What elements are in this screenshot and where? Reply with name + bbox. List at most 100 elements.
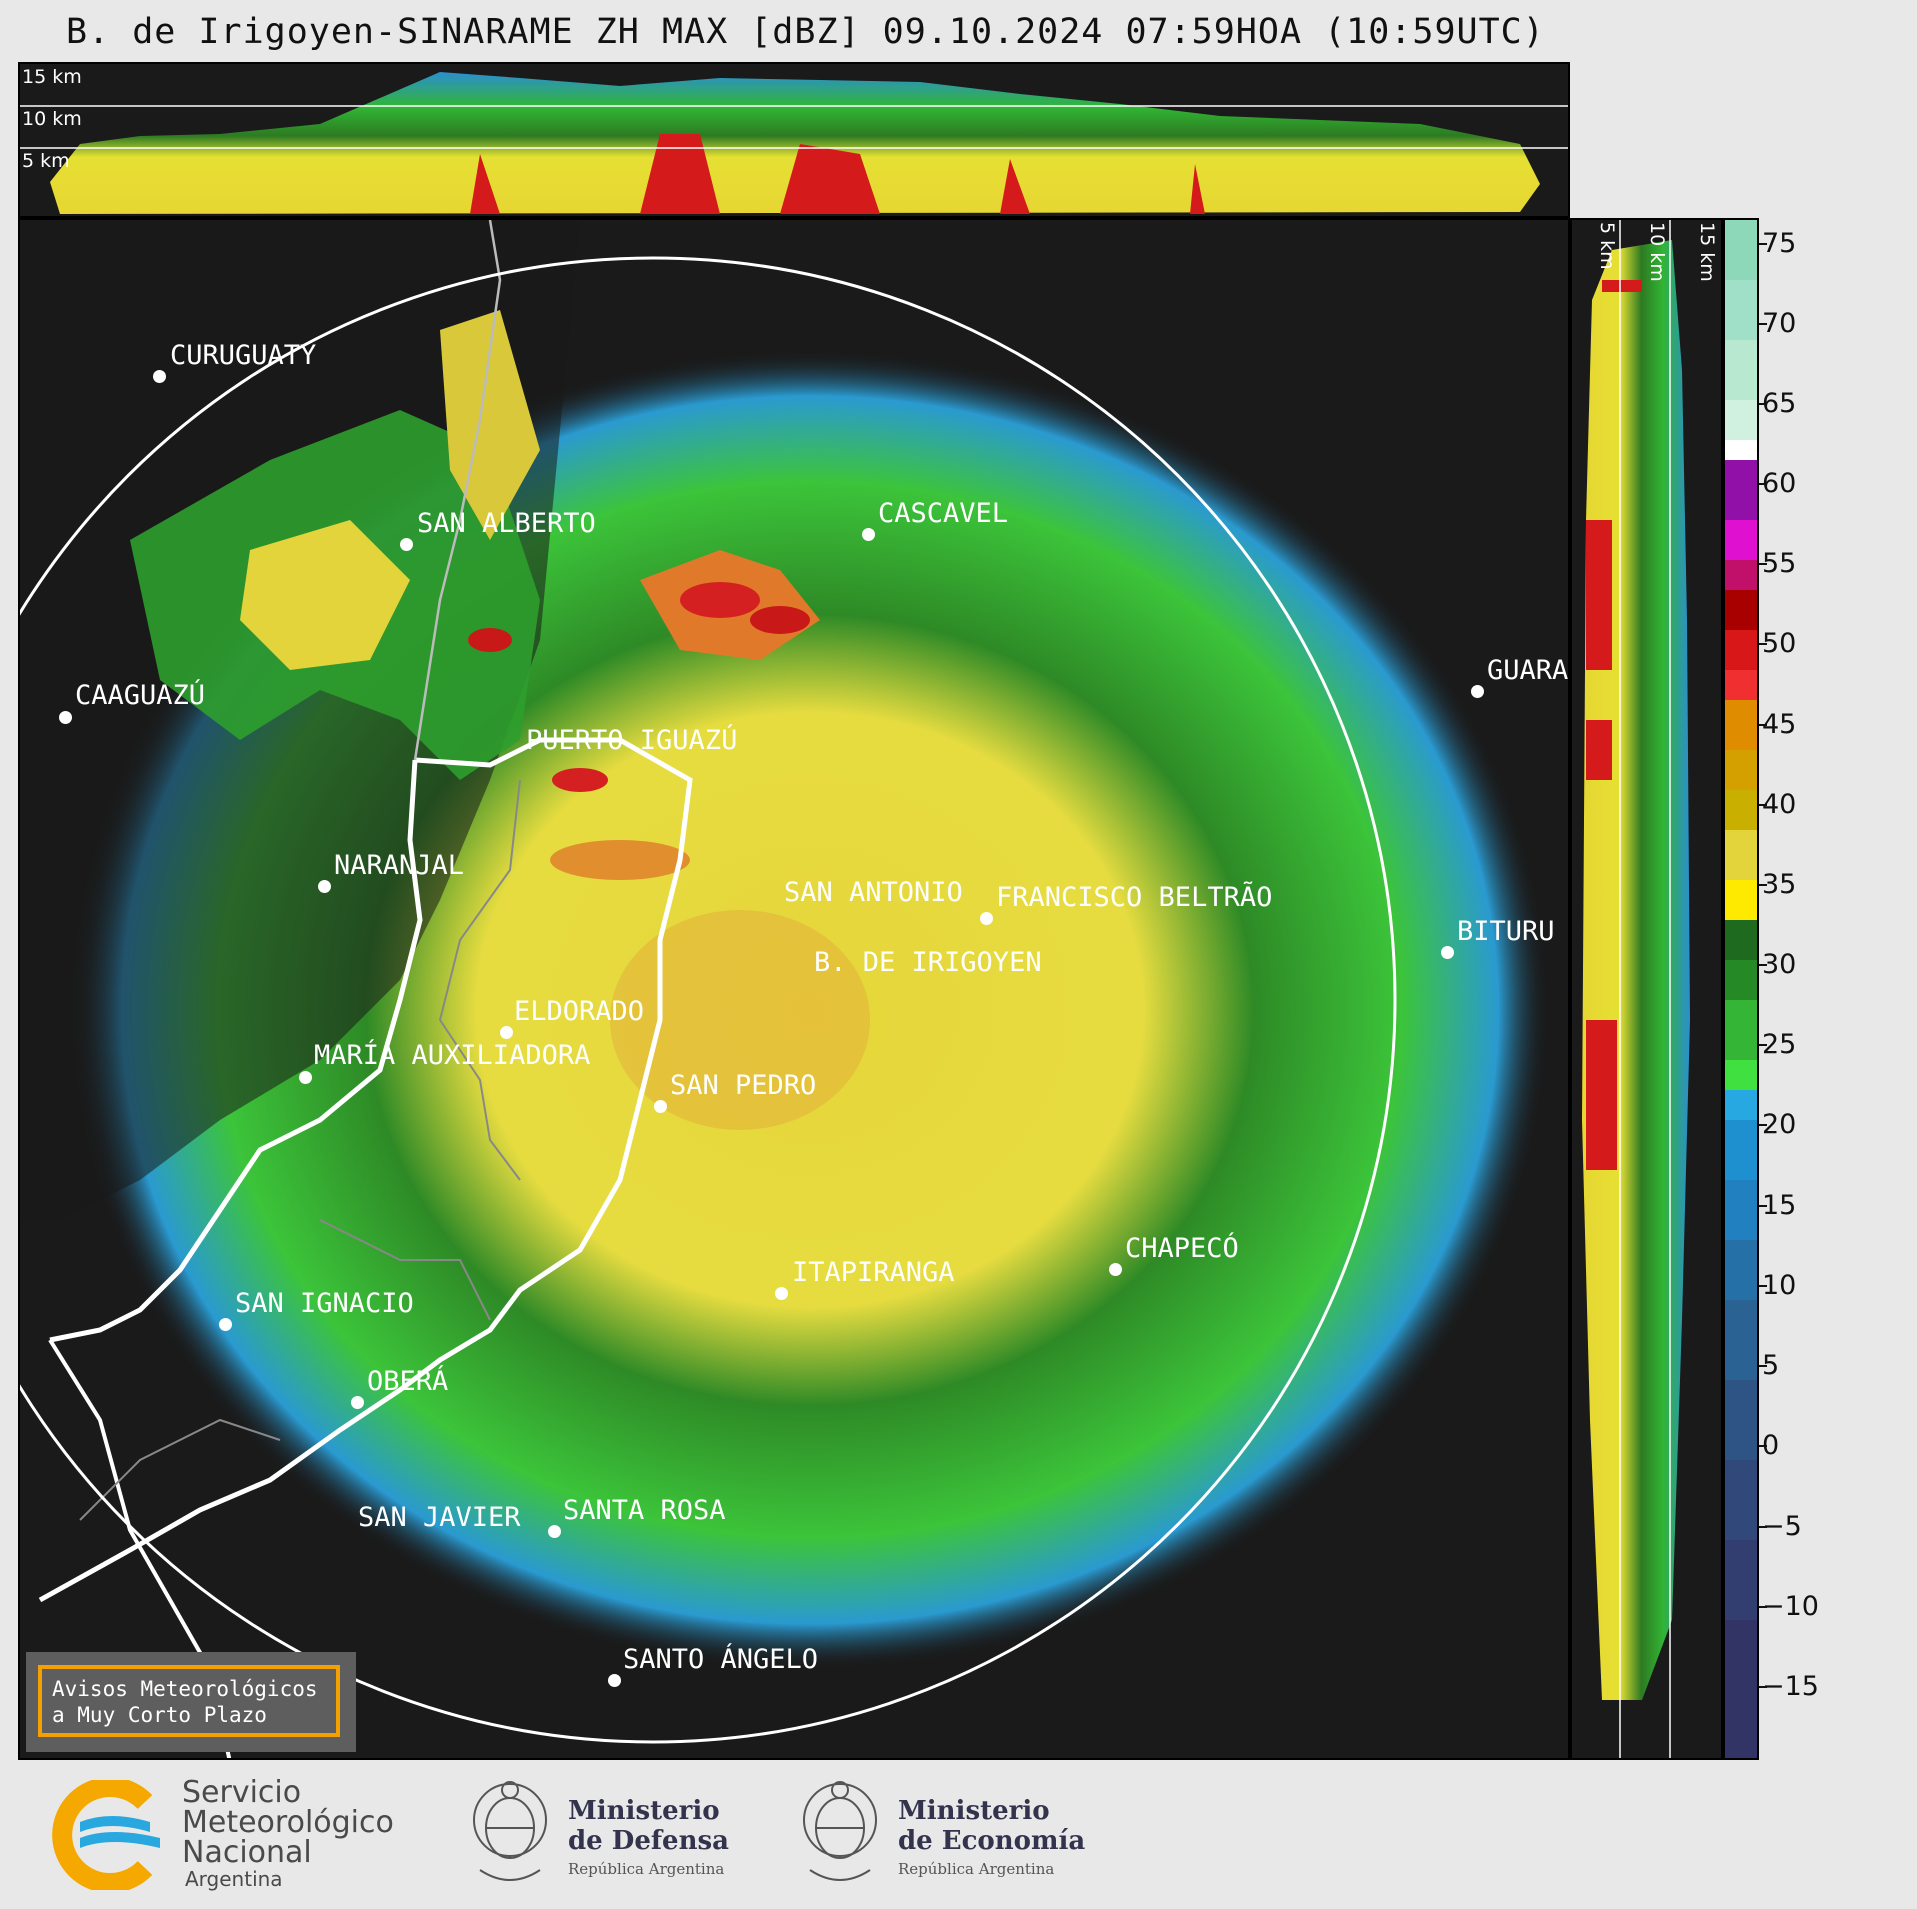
city-marker-cascavel [862, 528, 875, 541]
coat-of-arms-icon [803, 1781, 877, 1881]
ministerio-defensa-logo[interactable]: Ministerio de Defensa República Argentin… [470, 1760, 750, 1895]
side-cross-section-panel: 5 km 10 km 15 km [1570, 218, 1723, 1760]
economia-line-2: de Economía [898, 1826, 1086, 1856]
city-label-san-ignacio: SAN IGNACIO [235, 1288, 414, 1319]
cb-tickmark [1759, 1205, 1767, 1207]
city-marker-francisco-beltrao [980, 912, 993, 925]
city-label-san-pedro: SAN PEDRO [670, 1070, 817, 1101]
city-label-san-javier: SAN JAVIER [358, 1502, 521, 1533]
cb-tick-40: 40 [1762, 789, 1797, 820]
city-marker-maria-auxiliadora [299, 1071, 312, 1084]
smn-line-4: Argentina [185, 1867, 283, 1891]
coat-of-arms-icon [473, 1781, 547, 1881]
page-title: B. de Irigoyen-SINARAME ZH MAX [dBZ] 09.… [66, 12, 1545, 52]
top-cross-section-echoes [20, 72, 1568, 214]
city-label-guara: GUARA [1487, 655, 1569, 686]
city-marker-san-pedro [654, 1100, 667, 1113]
top-height-label-10: 10 km [22, 108, 82, 130]
cb-tickmark [1759, 643, 1767, 645]
city-marker-eldorado [500, 1026, 513, 1039]
city-label-san-alberto: SAN ALBERTO [417, 508, 596, 539]
short-term-warnings-box[interactable]: Avisos Meteorológicos a Muy Corto Plazo [26, 1652, 356, 1752]
cb-tick-0: 0 [1762, 1430, 1780, 1461]
smn-line-1: Servicio [182, 1775, 302, 1810]
cb-tick-75: 75 [1762, 228, 1797, 259]
city-label-curuguaty: CURUGUATY [170, 340, 317, 371]
defensa-line-1: Ministerio [568, 1796, 720, 1826]
cb-tick-15: 15 [1762, 1190, 1797, 1221]
cb-tick-20: 20 [1762, 1109, 1797, 1140]
city-label-santo-angelo: SANTO ÁNGELO [623, 1644, 819, 1675]
economia-line-3: República Argentina [898, 1860, 1055, 1878]
city-label-chapeco: CHAPECÓ [1125, 1233, 1239, 1264]
city-marker-san-alberto [400, 538, 413, 551]
cb-tickmark [1759, 804, 1767, 806]
city-label-obera: OBERÁ [367, 1366, 449, 1397]
city-marker-chapeco [1109, 1263, 1122, 1276]
cb-tickmark [1759, 403, 1767, 405]
top-cross-section-panel: 15 km 10 km 5 km [18, 62, 1570, 218]
city-label-san-antonio: SAN ANTONIO [784, 877, 963, 908]
smn-line-2: Meteorológico [182, 1805, 394, 1840]
city-label-caaguazu: CAAGUAZÚ [75, 680, 206, 711]
city-marker-naranjal [318, 880, 331, 893]
cb-tickmark [1759, 1285, 1767, 1287]
city-marker-curuguaty [153, 370, 166, 383]
city-label-naranjal: NARANJAL [334, 850, 465, 881]
side-cross-section-echoes [1582, 220, 1690, 1758]
city-marker-guara [1471, 685, 1484, 698]
cb-tickmark [1759, 1606, 1767, 1608]
cb-tick-30: 30 [1762, 949, 1797, 980]
warning-line-1: Avisos Meteorológicos [52, 1677, 318, 1701]
smn-logo[interactable]: Servicio Meteorológico Nacional Argentin… [50, 1775, 430, 1891]
top-height-label-5: 5 km [22, 150, 70, 172]
top-height-label-15: 15 km [22, 66, 82, 88]
city-label-b-de-irigoyen: B. DE IRIGOYEN [814, 947, 1042, 978]
cb-tick-55: 55 [1762, 548, 1797, 579]
cb-tickmark [1759, 1365, 1767, 1367]
cb-tick-minus15: −15 [1762, 1671, 1819, 1702]
city-label-cascavel: CASCAVEL [878, 498, 1009, 529]
cb-tick-70: 70 [1762, 308, 1797, 339]
ministerio-economia-logo[interactable]: Ministerio de Economía República Argenti… [800, 1760, 1100, 1895]
city-label-santa-rosa: SANTA ROSA [563, 1495, 726, 1526]
city-label-puerto-iguazu: PUERTO IGUAZÚ [526, 725, 738, 756]
side-height-label-15: 15 km [1696, 222, 1718, 282]
cb-tickmark [1759, 1445, 1767, 1447]
cb-tick-60: 60 [1762, 468, 1797, 499]
city-marker-santa-rosa [548, 1525, 561, 1538]
cb-tickmark [1759, 884, 1767, 886]
cb-tickmark [1759, 323, 1767, 325]
radar-map-panel [18, 218, 1570, 1760]
cb-tickmark [1759, 243, 1767, 245]
city-label-bituru: BITURU [1457, 916, 1555, 947]
cb-tick-50: 50 [1762, 628, 1797, 659]
short-term-warnings-link[interactable]: Avisos Meteorológicos a Muy Corto Plazo [38, 1665, 340, 1737]
cb-tick-65: 65 [1762, 388, 1797, 419]
city-marker-bituru [1441, 946, 1454, 959]
city-label-maria-auxiliadora: MARÍA AUXILIADORA [314, 1040, 591, 1071]
cb-tick-35: 35 [1762, 869, 1797, 900]
defensa-line-3: República Argentina [568, 1860, 725, 1878]
cb-tickmark [1759, 1124, 1767, 1126]
smn-line-3: Nacional [182, 1835, 312, 1870]
city-label-itapiranga: ITAPIRANGA [792, 1257, 955, 1288]
cb-tickmark [1759, 563, 1767, 565]
colorbar-swatches [1725, 220, 1757, 1758]
side-height-label-10: 10 km [1646, 222, 1668, 282]
city-marker-obera [351, 1396, 364, 1409]
city-marker-santo-angelo [608, 1674, 621, 1687]
cb-tickmark [1759, 724, 1767, 726]
reflectivity-colorbar [1723, 218, 1759, 1760]
city-marker-san-ignacio [219, 1318, 232, 1331]
cb-tick-45: 45 [1762, 709, 1797, 740]
city-label-francisco-beltrao: FRANCISCO BELTRÃO [996, 882, 1273, 913]
city-label-eldorado: ELDORADO [514, 996, 645, 1027]
cb-tickmark [1759, 1686, 1767, 1688]
city-marker-itapiranga [775, 1287, 788, 1300]
city-marker-caaguazu [59, 711, 72, 724]
warning-line-2: a Muy Corto Plazo [52, 1703, 267, 1727]
cb-tickmark [1759, 1526, 1767, 1528]
cb-tick-25: 25 [1762, 1029, 1797, 1060]
cb-tick-5: 5 [1762, 1350, 1780, 1381]
